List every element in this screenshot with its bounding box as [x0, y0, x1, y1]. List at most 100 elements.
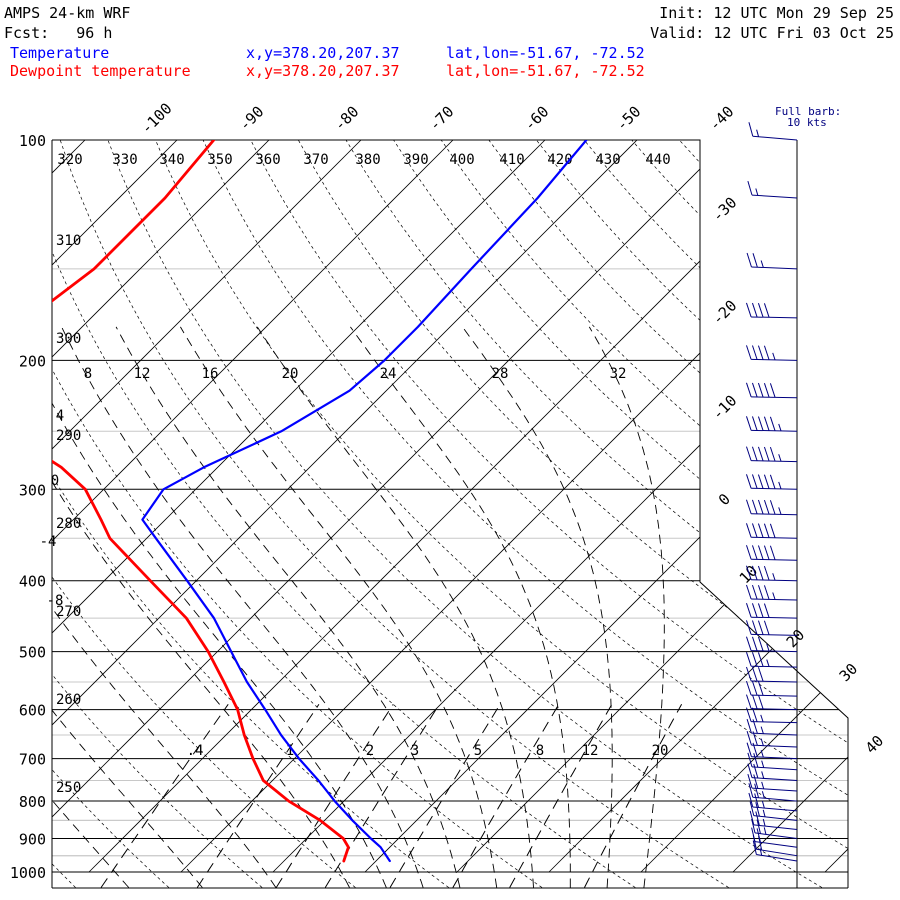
dry-adiabat: [155, 140, 848, 888]
theta-label: 430: [595, 152, 620, 168]
isotherm-label: -90: [236, 103, 268, 135]
moist-adiabat: [588, 326, 665, 888]
pressure-tick-label: 200: [19, 352, 46, 370]
pressure-tick-label: 500: [19, 644, 46, 662]
theta-label: 330: [112, 152, 137, 168]
pressure-tick-label: 1000: [10, 864, 46, 882]
isotherm: [180, 140, 848, 873]
init-time: Init: 12 UTC Mon 29 Sep 25: [659, 4, 894, 22]
mixing-ratio-label: 3: [411, 743, 419, 759]
theta-e-label: 8: [84, 366, 92, 382]
moist-adiabat: [462, 326, 613, 888]
isotherm: [88, 140, 822, 873]
pressure-tick-label: 300: [19, 481, 46, 499]
isotherm: [824, 140, 848, 873]
theta-label: 390: [403, 152, 428, 168]
isotherm-label: -30: [709, 194, 741, 226]
wind-barb: [746, 636, 798, 653]
pressure-tick-label: 100: [19, 132, 46, 150]
pressure-tick-label: 400: [19, 573, 46, 591]
dry-adiabat: [488, 140, 848, 888]
wind-barb: [749, 810, 798, 831]
isotherm: [548, 140, 848, 873]
pressure-tick-label: 600: [19, 702, 46, 720]
isotherm-label: -80: [331, 103, 363, 135]
plot-frame: [51, 139, 849, 889]
moist-adiabat: [350, 326, 571, 888]
moist-adiabat: [61, 326, 424, 888]
dry-adiabat: [107, 140, 823, 888]
dry-adiabat: [679, 140, 848, 888]
theta-label: 280: [56, 516, 81, 532]
legend-temperature-name: Temperature: [10, 44, 110, 62]
mixing-ratio-label: 1: [286, 743, 294, 759]
wind-barb: [746, 345, 798, 361]
barb-legend-line2: 10 kts: [787, 116, 827, 129]
dry-adiabat: [393, 140, 848, 888]
mixing-ratio-line: [452, 704, 560, 888]
theta-e-label: -4: [40, 534, 57, 550]
wind-barb: [752, 840, 798, 862]
wind-barb: [746, 584, 798, 601]
isotherm-label: -60: [521, 103, 553, 135]
temperature-profile-line: [141, 140, 588, 863]
valid-time: Valid: 12 UTC Fri 03 Oct 25: [650, 24, 894, 42]
dry-adiabat: [345, 140, 848, 888]
mixing-ratio-line: [584, 704, 683, 888]
wind-barb: [746, 302, 798, 319]
mixing-ratio-line: [196, 704, 320, 888]
theta-e-label: 20: [282, 366, 299, 382]
isotherm-label: 30: [836, 660, 862, 686]
moist-adiabat: [52, 326, 277, 888]
mixing-ratio-label: 5: [474, 743, 482, 759]
wind-barbs: [746, 122, 798, 862]
wind-barb: [746, 565, 798, 582]
theta-label: 380: [355, 152, 380, 168]
theta-label: 290: [56, 428, 81, 444]
mixing-ratio-label: 2: [366, 743, 374, 759]
dry-adiabat: [250, 140, 848, 888]
theta-label: 250: [56, 780, 81, 796]
theta-label: 270: [56, 604, 81, 620]
theta-e-label: -8: [47, 593, 64, 609]
mixing-ratio-line: [100, 704, 229, 888]
isotherm-label: -40: [706, 103, 738, 135]
legend-temperature-latlon: lat,lon=-51.67, -72.52: [446, 44, 645, 62]
isotherm-label: -70: [426, 103, 458, 135]
isotherm: [456, 140, 848, 873]
dry-adiabat: [52, 140, 356, 888]
theta-label: 400: [449, 152, 474, 168]
wind-barb: [746, 446, 798, 463]
wind-barb: [751, 818, 798, 840]
isotherm-label: 10: [736, 562, 762, 588]
wind-barb: [746, 730, 798, 748]
isotherm: [52, 140, 362, 873]
theta-label: 440: [645, 152, 670, 168]
dry-adiabat: [774, 140, 848, 888]
wind-barb: [746, 620, 798, 636]
mixing-ratio-label: 12: [582, 743, 599, 759]
isotherm: [52, 140, 178, 873]
isotherm: [272, 140, 848, 873]
moist-adiabat: [52, 326, 387, 888]
isotherm-label: -20: [709, 297, 741, 329]
isotherm: [52, 140, 638, 873]
theta-label: 410: [499, 152, 524, 168]
wind-barb: [746, 742, 798, 760]
background-grid: [52, 140, 848, 888]
theta-label: 260: [56, 692, 81, 708]
dry-adiabat: [297, 140, 848, 888]
legend-temperature-xy: x,y=378.20,207.37: [246, 44, 400, 62]
theta-e-label: 16: [202, 366, 219, 382]
wind-barb: [746, 382, 798, 399]
moist-adiabat: [256, 326, 534, 888]
isotherm-label: -10: [709, 392, 741, 424]
isotherm-label: 20: [783, 626, 809, 652]
wind-barb: [746, 545, 798, 561]
dry-adiabat: [52, 140, 263, 888]
dry-adiabat: [52, 140, 449, 888]
moist-adiabat: [52, 326, 130, 888]
dry-adiabat: [52, 140, 636, 888]
wind-barb: [746, 666, 798, 683]
